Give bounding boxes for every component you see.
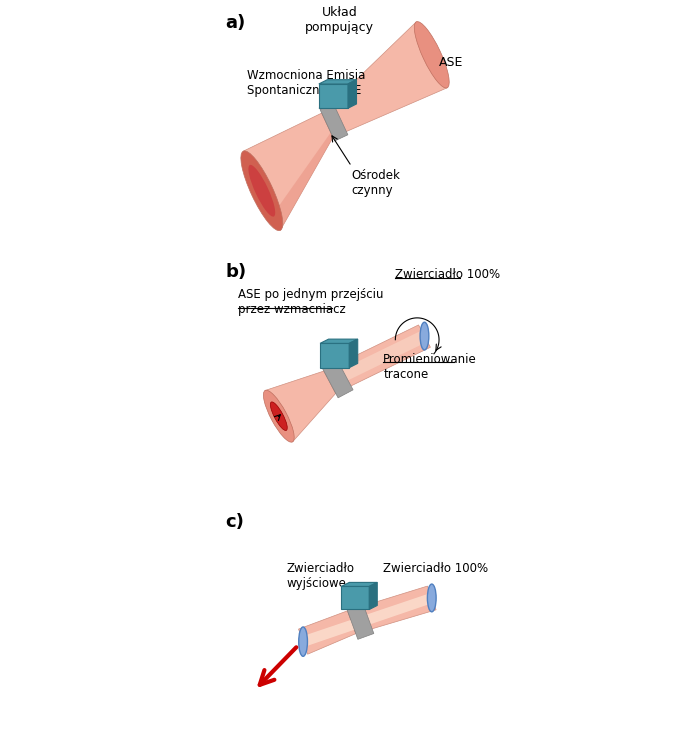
Polygon shape xyxy=(369,583,378,609)
Polygon shape xyxy=(320,365,354,367)
Text: ASE: ASE xyxy=(439,56,463,69)
Polygon shape xyxy=(342,607,373,609)
Polygon shape xyxy=(320,104,348,141)
Text: Zwierciadło 100%: Zwierciadło 100% xyxy=(383,562,488,574)
Polygon shape xyxy=(265,371,335,442)
Ellipse shape xyxy=(428,587,435,609)
Ellipse shape xyxy=(241,151,282,231)
Ellipse shape xyxy=(299,627,308,656)
Polygon shape xyxy=(321,358,353,398)
Polygon shape xyxy=(348,586,436,634)
Text: Promieniowanie
tracone: Promieniowanie tracone xyxy=(383,353,477,381)
Polygon shape xyxy=(319,80,356,84)
Ellipse shape xyxy=(421,325,428,347)
Text: ASE po jednym przejściu
przez wzmacniacz: ASE po jednym przejściu przez wzmacniacz xyxy=(238,288,383,316)
Polygon shape xyxy=(273,133,333,230)
Polygon shape xyxy=(324,325,430,393)
Polygon shape xyxy=(342,586,369,609)
Ellipse shape xyxy=(249,165,275,217)
Polygon shape xyxy=(327,331,428,388)
Polygon shape xyxy=(320,339,358,343)
Polygon shape xyxy=(349,339,358,367)
Polygon shape xyxy=(348,80,356,108)
Polygon shape xyxy=(319,84,348,108)
Text: b): b) xyxy=(225,263,246,282)
Text: Zwierciadło 100%: Zwierciadło 100% xyxy=(395,268,500,281)
Polygon shape xyxy=(319,106,352,108)
Ellipse shape xyxy=(414,22,449,88)
Polygon shape xyxy=(342,583,378,586)
Polygon shape xyxy=(299,611,356,654)
Text: Zwierciadło
wyjściowe: Zwierciadło wyjściowe xyxy=(286,562,354,589)
Ellipse shape xyxy=(420,322,429,350)
Polygon shape xyxy=(243,113,333,230)
Text: a): a) xyxy=(225,13,246,31)
Ellipse shape xyxy=(427,584,436,612)
Polygon shape xyxy=(301,593,433,647)
Text: Układ
pompujący: Układ pompujący xyxy=(305,6,374,34)
Text: c): c) xyxy=(225,513,244,531)
Polygon shape xyxy=(346,599,374,639)
Polygon shape xyxy=(322,22,447,137)
Polygon shape xyxy=(320,343,349,367)
Ellipse shape xyxy=(263,390,294,443)
Text: Ośrodek
czynny: Ośrodek czynny xyxy=(352,169,401,197)
Ellipse shape xyxy=(270,402,287,431)
Text: Wzmocniona Emisja
Spontaniczna - ASE: Wzmocniona Emisja Spontaniczna - ASE xyxy=(247,69,365,98)
Ellipse shape xyxy=(299,630,307,653)
